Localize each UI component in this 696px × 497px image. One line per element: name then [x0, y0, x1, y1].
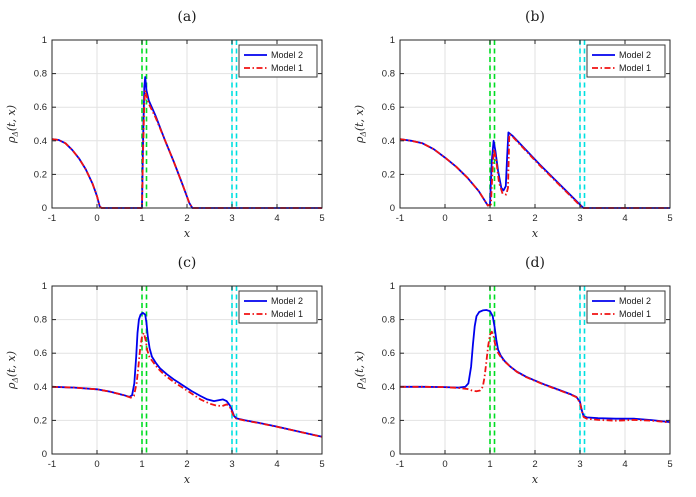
y-tick-label: 0: [390, 203, 395, 214]
legend-entry-label: Model 1: [271, 63, 303, 73]
x-tick-label: 3: [577, 213, 582, 224]
y-tick-label: 0.6: [382, 102, 395, 113]
x-tick-label: -1: [48, 213, 56, 224]
y-tick-label: 0.6: [382, 348, 395, 359]
subplot-d-chart: -1 0 1 2 3 4 500.20.40.60.81(d)xρΔ(t, x)Model …: [353, 255, 673, 486]
x-tick-label: -1: [396, 213, 404, 224]
x-tick-label: 1: [487, 459, 492, 470]
x-tick-label: 1: [139, 459, 144, 470]
subplot-d-container: -1 0 1 2 3 4 5 0 0.2 0.4 0.6 0.8 1 (d) x ρΔ(t, x) Model …: [348, 246, 696, 492]
y-tick-label: 0.4: [34, 382, 47, 393]
subplot-b-container: -1 0 1 2 3 4 5 0 0.2 0.4 0.6 0.8 1 (b) x ρΔ(t, x) Model …: [348, 0, 696, 246]
y-tick-label: 0.2: [382, 169, 395, 180]
legend: Model 2 Model 1: [586, 290, 666, 324]
y-tick-label: 0.2: [382, 415, 395, 426]
y-tick-label: 0.6: [34, 102, 47, 113]
x-tick-label: 0: [442, 459, 447, 470]
x-tick-label: 5: [667, 459, 672, 470]
legend-box: [586, 290, 666, 324]
subplot-b-chart: -1 0 1 2 3 4 500.20.40.60.81(b)xρΔ(t, x)Model …: [353, 9, 673, 240]
series-line-model-1: [51, 89, 322, 209]
x-tick-label: 2: [184, 459, 189, 470]
series-line-model-1: [399, 133, 670, 209]
legend-entry-label: Model 1: [619, 63, 651, 73]
subplot-title: (a): [177, 9, 196, 25]
x-tick-label: 5: [319, 213, 324, 224]
y-tick-label: 0.6: [34, 348, 47, 359]
x-tick-label: 3: [229, 459, 234, 470]
x-tick-label: 4: [622, 459, 627, 470]
legend: Model 2 Model 1: [238, 44, 318, 78]
x-axis-label: x: [532, 473, 539, 486]
y-tick-label: 1: [390, 281, 395, 292]
legend-box: [238, 290, 318, 324]
subplot-title: (d): [525, 255, 545, 271]
x-tick-label: 4: [274, 213, 279, 224]
x-axis-label: x: [184, 227, 191, 240]
x-tick-label: 4: [274, 459, 279, 470]
legend-entry-label: Model 2: [619, 50, 651, 60]
legend-entry-label: Model 1: [271, 309, 303, 319]
y-axis-label: ρΔ(t, x): [353, 105, 368, 144]
subplot-c-container: -1 0 1 2 3 4 5 0 0.2 0.4 0.6 0.8 1 (c) x ρΔ(t, x) Model …: [0, 246, 348, 492]
series-line-model-2: [400, 309, 671, 423]
x-tick-label: 5: [667, 213, 672, 224]
x-tick-label: 3: [229, 213, 234, 224]
legend: Model 2 Model 1: [586, 44, 666, 78]
x-tick-label: 3: [577, 459, 582, 470]
x-tick-label: 0: [94, 213, 99, 224]
y-tick-label: 0.2: [34, 415, 47, 426]
y-tick-label: 0.8: [34, 315, 47, 326]
x-tick-label: 2: [532, 459, 537, 470]
y-tick-label: 0: [42, 203, 47, 214]
y-tick-label: 1: [42, 281, 47, 292]
legend: Model 2 Model 1: [238, 290, 318, 324]
y-axis-label: ρΔ(t, x): [5, 351, 20, 390]
x-tick-label: 2: [184, 213, 189, 224]
legend-box: [238, 44, 318, 78]
legend-entry-label: Model 2: [619, 296, 651, 306]
y-tick-label: 0.8: [382, 69, 395, 80]
series-line-model-1: [400, 330, 671, 424]
subplot-title: (b): [525, 9, 545, 25]
x-tick-label: -1: [48, 459, 56, 470]
legend-entry-label: Model 1: [619, 309, 651, 319]
subplot-a-chart: -1 0 1 2 3 4 500.20.40.60.81(a)xρΔ(t, x)Model …: [5, 9, 325, 240]
subplot-a-container: -1 0 1 2 3 4 5 0 0.2 0.4 0.6 0.8 1 (a) x ρΔ(t, x) Model …: [0, 0, 348, 246]
y-tick-label: 0: [390, 449, 395, 460]
x-tick-label: 0: [94, 459, 99, 470]
y-tick-label: 0.8: [382, 315, 395, 326]
x-tick-label: 5: [319, 459, 324, 470]
y-tick-label: 0.4: [382, 136, 395, 147]
x-tick-label: 1: [487, 213, 492, 224]
y-tick-label: 0.2: [34, 169, 47, 180]
subplot-c-chart: -1 0 1 2 3 4 500.20.40.60.81(c)xρΔ(t, x)Model …: [5, 255, 325, 486]
x-axis-label: x: [532, 227, 539, 240]
legend-entry-label: Model 2: [271, 296, 303, 306]
x-tick-label: 1: [139, 213, 144, 224]
y-tick-label: 0.4: [382, 382, 395, 393]
legend-box: [586, 44, 666, 78]
y-axis-label: ρΔ(t, x): [5, 105, 20, 144]
legend-entry-label: Model 2: [271, 50, 303, 60]
x-axis-label: x: [184, 473, 191, 486]
x-tick-label: 4: [622, 213, 627, 224]
y-tick-label: 1: [42, 35, 47, 46]
y-tick-label: 0.4: [34, 136, 47, 147]
y-tick-label: 0: [42, 449, 47, 460]
x-tick-label: -1: [396, 459, 404, 470]
subplot-title: (c): [178, 255, 197, 271]
x-tick-label: 2: [532, 213, 537, 224]
y-tick-label: 1: [390, 35, 395, 46]
y-tick-label: 0.8: [34, 69, 47, 80]
x-tick-label: 0: [442, 213, 447, 224]
y-axis-label: ρΔ(t, x): [353, 351, 368, 390]
